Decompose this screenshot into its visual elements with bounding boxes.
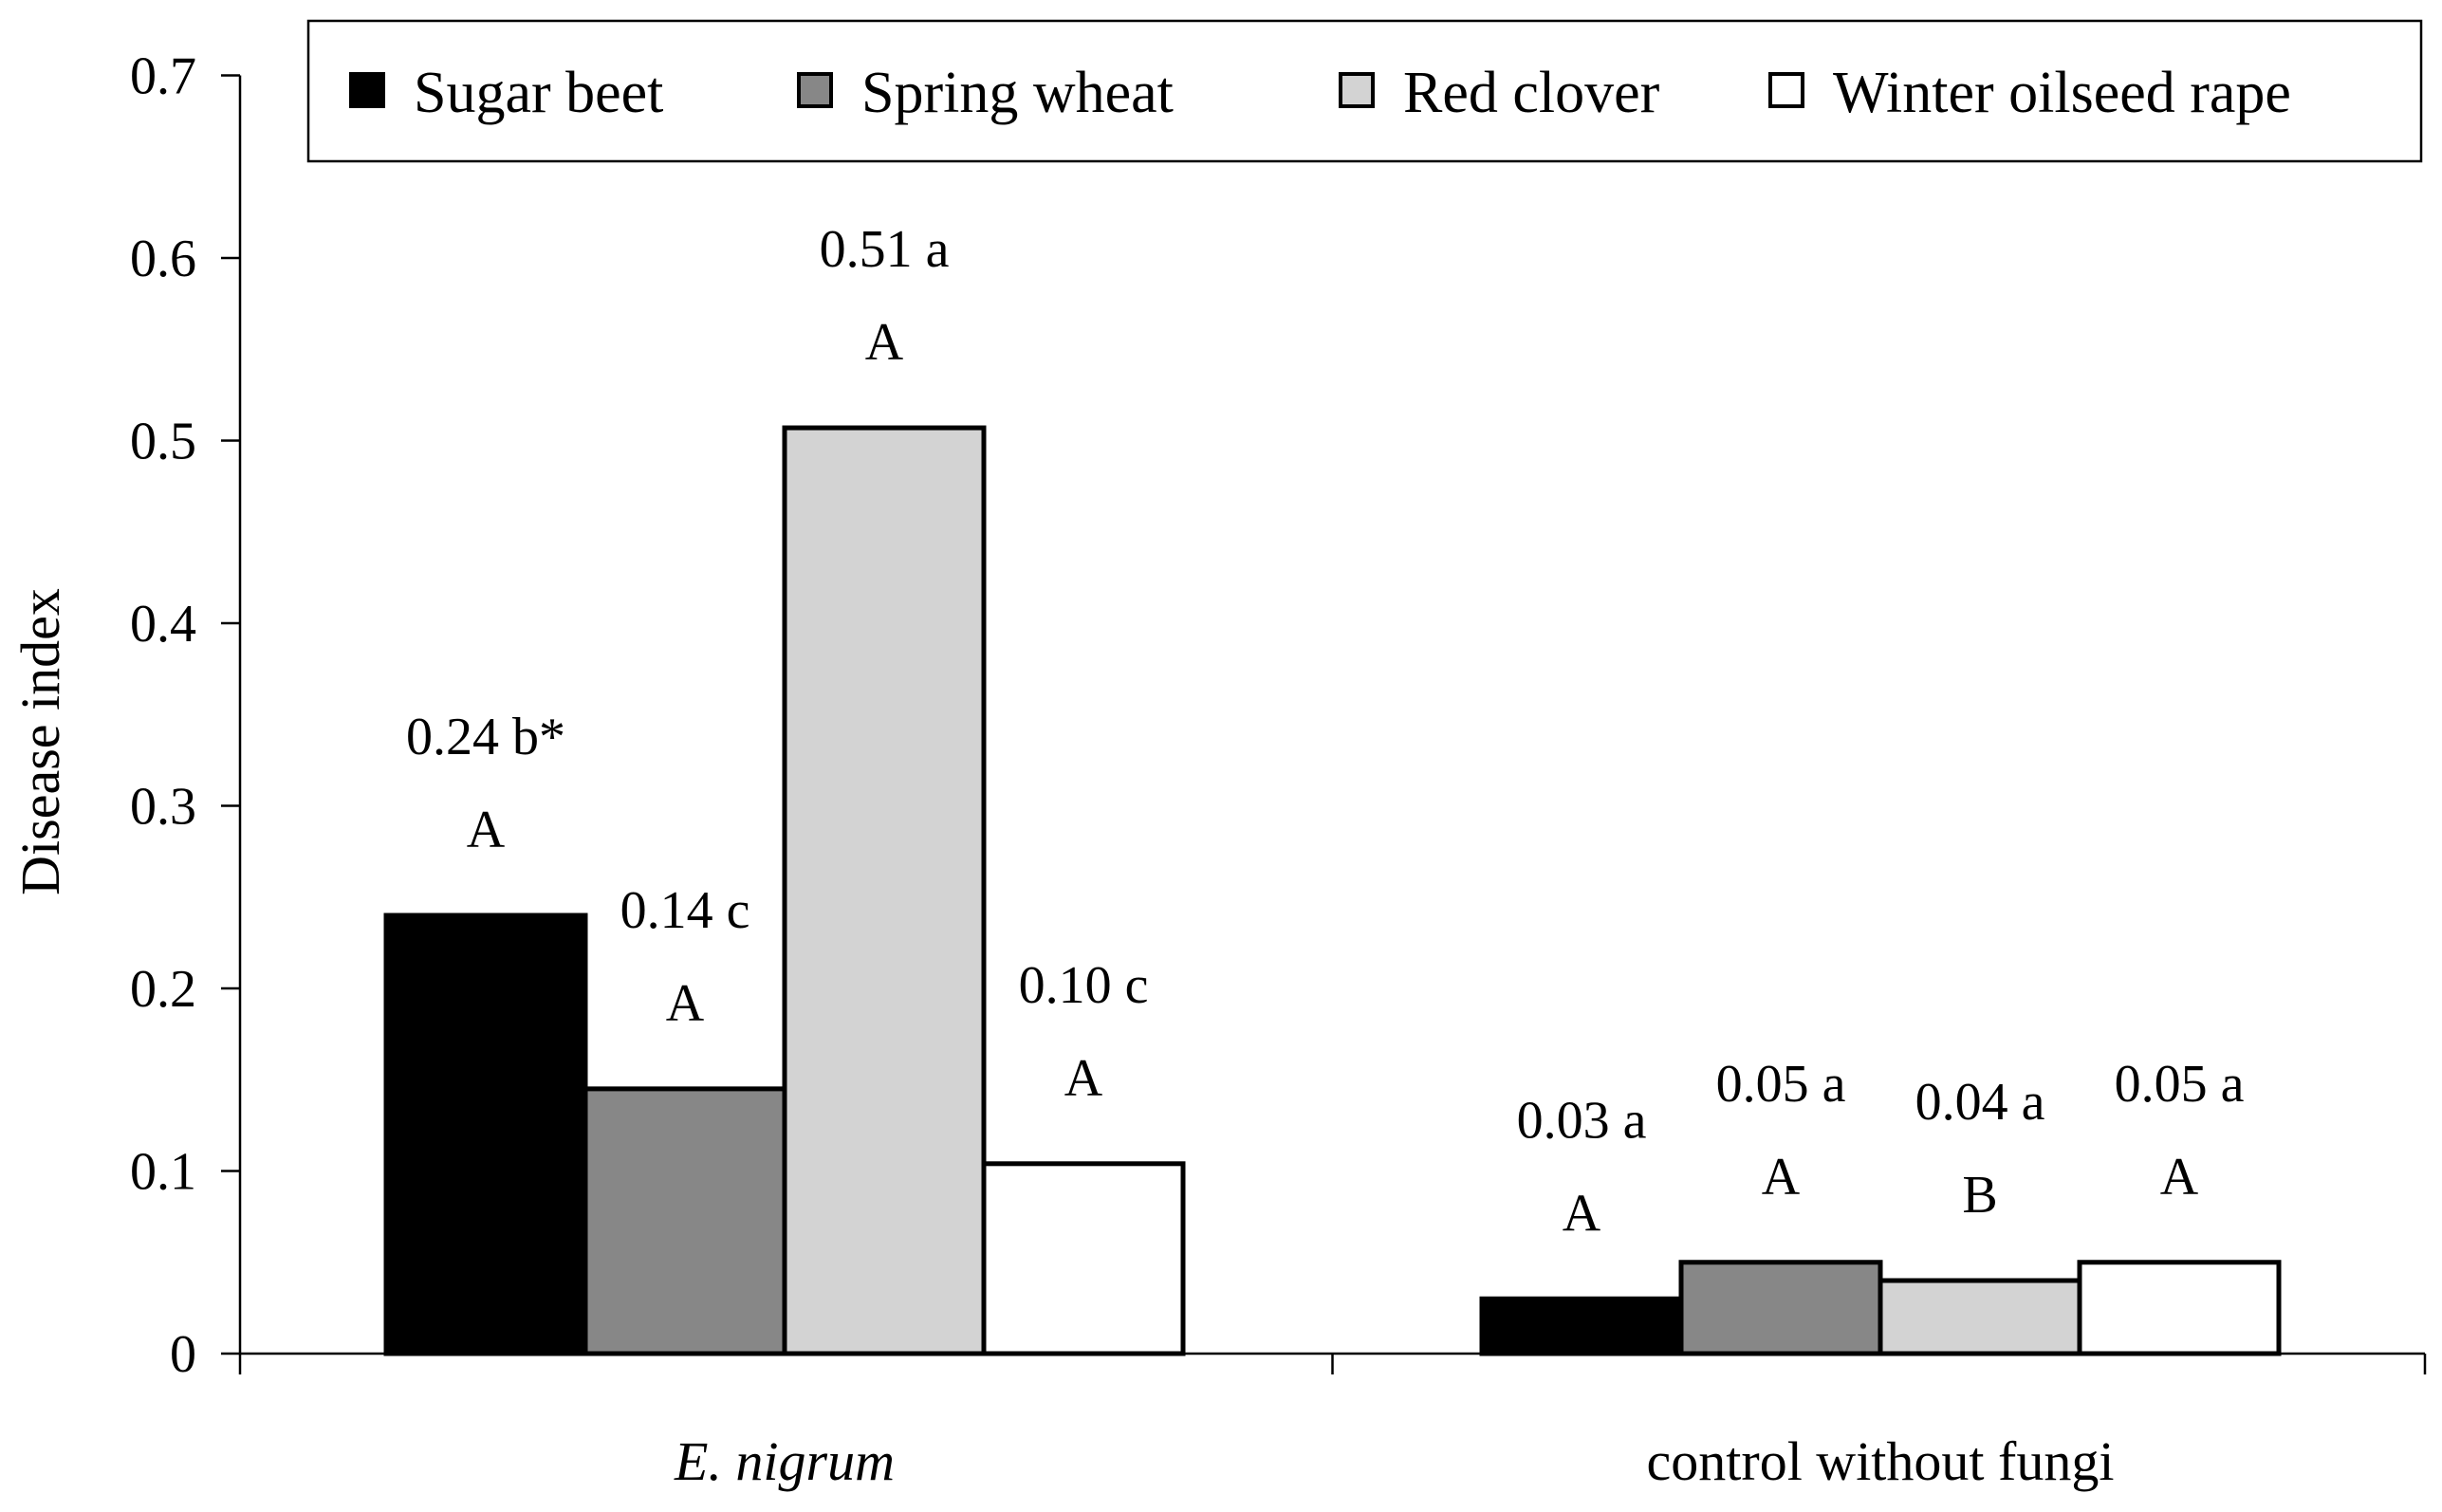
x-category-label: control without fungi [1647,1430,2115,1492]
y-axis-title: Disease index [9,588,71,895]
legend-label: Winter oilseed rape [1833,61,2291,125]
legend: Sugar beet Spring wheat Red clover Winter o… [306,19,2423,163]
legend-swatch [1768,72,1804,108]
bar-group-letter: A [865,313,904,372]
y-tick-label: 0.6 [130,230,196,288]
bar [583,1086,787,1356]
bar-group-letter: A [1762,1148,1801,1207]
bar [782,425,987,1356]
bar [1479,1296,1684,1356]
bar-value-label: 0.51 a [820,220,950,279]
bar-value-label: 0.04 a [1915,1073,2045,1132]
legend-swatch [349,72,385,108]
bar [981,1161,1186,1356]
bar-value-label: 0.10 c [1019,956,1149,1015]
bar-value-label: 0.05 a [2115,1055,2245,1114]
legend-swatch [797,72,833,108]
bar-value-label: 0.03 a [1517,1091,1647,1150]
legend-label: Spring wheat [861,61,1174,125]
legend-swatch [1339,72,1375,108]
bar-group-letter: A [2160,1148,2199,1207]
y-tick-label: 0.3 [130,778,196,837]
bar-group-letter: A [1563,1184,1601,1243]
y-tick-label: 0.1 [130,1143,196,1202]
bar-value-label: 0.05 a [1716,1055,1846,1114]
y-tick-label: 0.7 [130,47,196,106]
bar [1678,1260,1883,1356]
bar-group-letter: A [666,974,705,1033]
bar [383,913,588,1356]
y-tick-label: 0.4 [130,595,196,654]
bar-group-letter: B [1962,1166,1997,1225]
bar-group-letter: A [1064,1049,1103,1108]
legend-label: Red clover [1403,61,1660,125]
y-tick-label: 0 [170,1325,196,1384]
legend-label: Sugar beet [414,61,663,125]
bar-labels: 0.24 b* A 0.03 a A 0.14 c A 0.05 a A 0.51 a A 0.04… [406,220,2245,1243]
bar-value-label: 0.14 c [620,881,750,940]
bar [1878,1278,2082,1356]
bars [383,425,2282,1356]
bar-value-label: 0.24 b* [406,708,565,766]
y-tick-label: 0.2 [130,960,196,1019]
bar [2077,1260,2282,1356]
x-category-label: E. nigrum [674,1430,895,1492]
bar-group-letter: A [467,801,506,859]
y-tick-label: 0.5 [130,413,196,471]
axes: 0 0.1 0.2 0.3 0.4 0.5 0.6 0.7 E. nigrum control w… [130,47,2427,1492]
